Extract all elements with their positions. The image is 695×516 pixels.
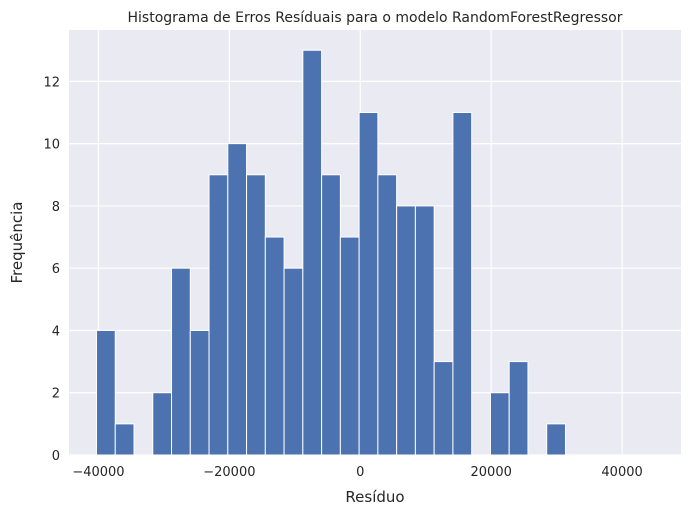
y-tick-label: 8 [52,200,60,215]
y-tick-label: 0 [52,449,60,464]
histogram-bar [377,174,398,456]
chart-title: Histograma de Erros Resíduais para o mod… [128,10,623,26]
x-tick-label: −20000 [203,465,255,480]
histogram-bar [171,267,191,456]
y-tick-label: 4 [52,324,60,339]
y-tick-label: 10 [43,138,60,153]
y-tick-label: 12 [43,75,60,90]
x-tick-label: −40000 [72,465,124,480]
histogram-bar [302,49,323,456]
histogram-bar [246,174,266,456]
bars [95,49,566,456]
histogram-bar [414,205,435,456]
histogram-bar [339,236,360,456]
histogram-bar [208,174,229,456]
histogram-bar [433,361,454,456]
histogram-bar [396,205,416,456]
x-tick-label: 0 [356,465,364,480]
histogram-bar [114,423,135,456]
histogram-bar [95,329,116,456]
y-tick-label: 2 [52,387,60,402]
histogram-bar [264,236,285,456]
y-tick-labels: 0 2 4 6 8 10 12 [43,75,60,464]
histogram-bar [452,112,473,456]
x-tick-label: 20000 [471,465,512,480]
histogram-bar [321,174,341,456]
histogram-bar [283,267,304,456]
x-tick-label: 40000 [601,465,642,480]
histogram-bar [189,329,210,456]
histogram-bar [152,392,173,456]
x-tick-labels: −40000 −20000 0 20000 40000 [72,465,642,480]
histogram-bar [546,423,566,456]
histogram-bar [358,112,379,456]
histogram-bar [227,143,248,456]
x-axis-label: Resíduo [345,488,404,506]
histogram-bar [489,392,510,456]
y-axis-label: Frequência [8,202,26,284]
y-tick-label: 6 [52,262,60,277]
histogram-bar [508,361,529,456]
